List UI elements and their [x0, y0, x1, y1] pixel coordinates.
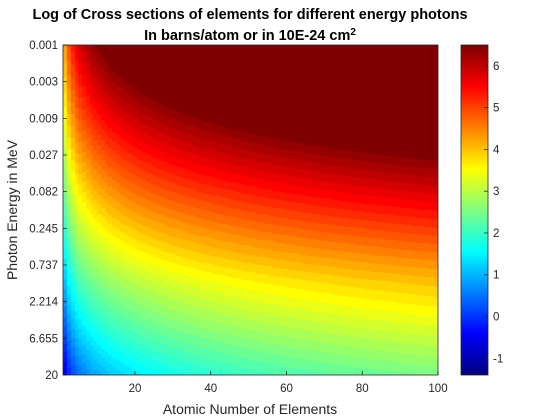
x-tick-label: 60: [280, 383, 293, 395]
y-tick-label: 0.009: [29, 113, 58, 125]
heatmap-image: [63, 45, 438, 375]
colorbar: [460, 44, 489, 376]
colorbar-tick-label: 3: [493, 186, 499, 198]
colorbar-tick-label: 4: [493, 144, 500, 156]
plot-frame: [62, 44, 439, 376]
chart-title: Log of Cross sections of elements for di…: [32, 7, 467, 23]
x-tick-label: 80: [356, 383, 369, 395]
colorbar-gradient: [461, 45, 488, 375]
y-tick-label: 2.214: [29, 297, 58, 309]
x-tick-label: 40: [204, 383, 217, 395]
colorbar-tick-label: 2: [493, 228, 499, 240]
chart-subtitle: In barns/atom or in 10E-24 cm2: [144, 27, 356, 44]
y-tick-label: 20: [45, 370, 58, 382]
heatmap-plot: [62, 44, 439, 376]
y-tick-label: 0.001: [29, 40, 58, 52]
x-axis-label: Atomic Number of Elements: [163, 401, 337, 417]
y-tick-label: 0.003: [29, 77, 58, 89]
chart-subtitle-text: In barns/atom or in 10E-24 cm: [144, 28, 350, 44]
colorbar-frame: [460, 44, 489, 376]
y-tick-label: 0.245: [29, 223, 58, 235]
y-axis-label: Photon Energy in MeV: [4, 139, 20, 280]
colorbar-tick-label: 5: [493, 103, 499, 115]
y-tick-label: 6.655: [29, 333, 58, 345]
y-tick-label: 0.082: [29, 187, 58, 199]
y-tick-label: 0.027: [29, 150, 58, 162]
y-tick-label: 0.737: [29, 260, 58, 272]
chart-subtitle-superscript: 2: [350, 27, 356, 38]
colorbar-axis: -1 0 1 2 3 4 5 6: [484, 61, 503, 365]
colorbar-tick-label: -1: [493, 353, 503, 365]
colorbar-tick-label: 0: [493, 312, 499, 324]
colorbar-tick-label: 1: [493, 270, 499, 282]
y-axis: 0.001 0.003 0.009 0.027 0.082 0.245 0.737 2.214…: [29, 40, 67, 382]
colorbar-tick-label: 6: [493, 61, 499, 73]
x-tick-label: 100: [428, 383, 447, 395]
x-tick-label: 20: [129, 383, 142, 395]
x-axis: 20 40 60 80 100: [129, 371, 448, 395]
